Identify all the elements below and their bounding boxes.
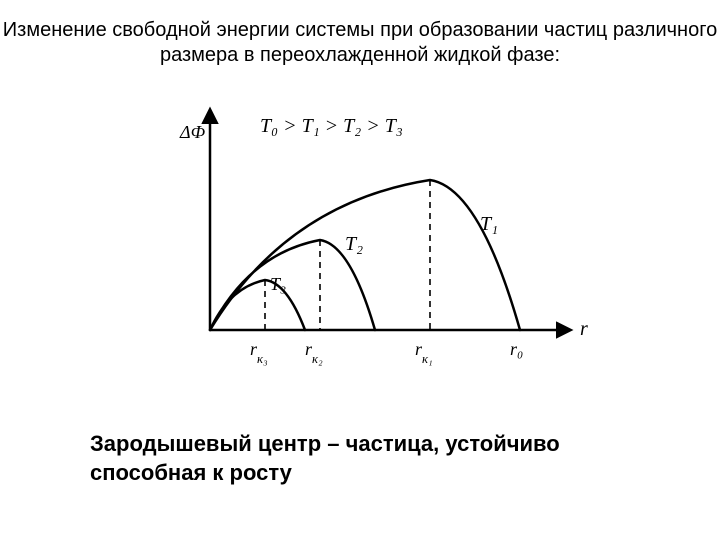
caption-text: Зародышевый центр – частица, устойчиво с…: [90, 430, 650, 487]
x-axis-label: r: [580, 318, 588, 340]
r-label-T3: rк₃: [250, 339, 268, 366]
free-energy-chart: ΔФ r T₀ > T₁ > T₂ > T₃ T₁ rк₁ T₂ rк₂ T₃ rк₃ r₀: [150, 100, 590, 390]
curve-label-T2: T₂: [345, 233, 363, 255]
curve-T1: [210, 180, 520, 330]
curve-T3: [210, 280, 305, 330]
y-axis-label: ΔФ: [179, 122, 206, 142]
page-title: Изменение свободной энергии системы при …: [0, 18, 720, 68]
curve-label-T3: T₃: [270, 274, 286, 294]
curve-label-T1: T₁: [480, 213, 498, 235]
temperature-inequality: T₀ > T₁ > T₂ > T₃: [260, 115, 403, 137]
r-label-T2: rк₂: [305, 339, 323, 366]
r-label-T1: rк₁: [415, 339, 433, 366]
r0-label: r₀: [510, 339, 523, 359]
